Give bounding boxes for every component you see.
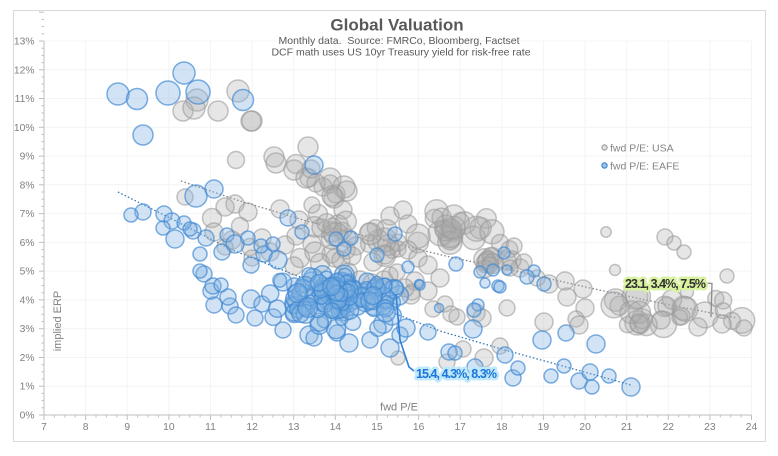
- svg-text:implied ERP: implied ERP: [52, 291, 64, 352]
- svg-text:21: 21: [621, 422, 633, 433]
- svg-text:Global Valuation: Global Valuation: [330, 16, 463, 35]
- svg-text:19: 19: [538, 422, 550, 433]
- svg-text:fwd P/E: fwd P/E: [380, 402, 418, 414]
- svg-text:15.4, 4.3%, 8.3%: 15.4, 4.3%, 8.3%: [416, 367, 497, 381]
- svg-text:20: 20: [579, 422, 591, 433]
- svg-text:11: 11: [205, 422, 216, 433]
- svg-text:Monthly data. Source: FMRCo,: Monthly data. Source: FMRCo, Bloomberg, …: [278, 35, 519, 47]
- svg-text:10%: 10%: [14, 123, 35, 134]
- svg-text:23: 23: [704, 422, 716, 433]
- svg-text:16: 16: [413, 422, 425, 433]
- svg-text:5%: 5%: [20, 267, 35, 278]
- svg-text:8: 8: [83, 422, 89, 433]
- svg-text:10: 10: [163, 422, 175, 433]
- svg-text:3%: 3%: [20, 324, 35, 335]
- svg-text:DCF math uses US 10yr Treasury: DCF math uses US 10yr Treasury yield for…: [271, 47, 530, 59]
- svg-text:12: 12: [246, 422, 258, 433]
- svg-text:8%: 8%: [20, 180, 35, 191]
- svg-text:1%: 1%: [20, 382, 35, 393]
- svg-text:11%: 11%: [15, 94, 35, 105]
- svg-text:9: 9: [124, 422, 130, 433]
- svg-text:7: 7: [41, 422, 47, 433]
- svg-text:24: 24: [746, 422, 758, 433]
- svg-text:23.1, 3.4%, 7.5%: 23.1, 3.4%, 7.5%: [625, 277, 706, 291]
- svg-text:23.1, 3.4%, 7.5%: 23.1, 3.4%, 7.5%: [625, 277, 706, 291]
- svg-text:4%: 4%: [20, 295, 35, 306]
- svg-text:9%: 9%: [20, 152, 35, 163]
- svg-text:fwd P/E: USA: fwd P/E: USA: [610, 143, 674, 155]
- svg-text:13: 13: [288, 422, 300, 433]
- svg-text:15: 15: [371, 422, 383, 433]
- svg-text:14: 14: [330, 422, 342, 433]
- svg-text:7%: 7%: [20, 209, 35, 220]
- svg-text:fwd P/E: EAFE: fwd P/E: EAFE: [610, 161, 679, 173]
- svg-text:12%: 12%: [14, 65, 35, 76]
- svg-text:18: 18: [496, 422, 508, 433]
- svg-text:22: 22: [663, 422, 675, 433]
- svg-text:2%: 2%: [20, 353, 35, 364]
- svg-text:0%: 0%: [20, 411, 35, 422]
- svg-text:15.4, 4.3%, 8.3%: 15.4, 4.3%, 8.3%: [416, 367, 497, 381]
- svg-text:13%: 13%: [14, 37, 35, 48]
- svg-text:6%: 6%: [20, 238, 35, 249]
- svg-text:17: 17: [454, 422, 466, 433]
